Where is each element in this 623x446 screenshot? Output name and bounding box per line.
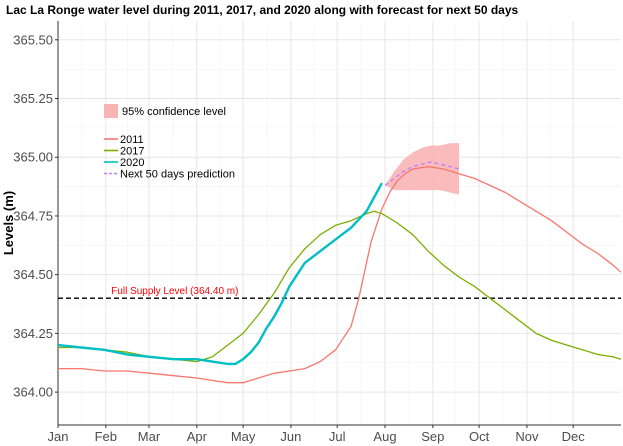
x-tick-label: Aug [373, 429, 396, 444]
chart-title: Lac La Ronge water level during 2011, 20… [6, 3, 519, 17]
x-tick-label: May [231, 429, 256, 444]
y-tick-label: 364.00 [13, 385, 53, 400]
x-tick-label: Feb [95, 429, 117, 444]
legend-label-2017: 2017 [120, 146, 144, 158]
y-tick-label: 365.00 [13, 150, 53, 165]
legend-key-confidence [104, 104, 118, 118]
y-tick-label: 364.50 [13, 267, 53, 282]
x-tick-label: Dec [562, 429, 586, 444]
legend-label-2020: 2020 [120, 157, 144, 169]
legend-label-next-50-days-prediction: Next 50 days prediction [120, 169, 235, 181]
x-tick-label: Jul [329, 429, 346, 444]
confidence-band [385, 143, 459, 195]
series-line-next-50-days-prediction [384, 161, 460, 186]
y-tick-label: 365.25 [13, 91, 53, 106]
x-tick-label: Sep [421, 429, 444, 444]
y-tick-label: 365.50 [13, 32, 53, 47]
x-tick-label: Oct [469, 429, 490, 444]
x-tick-label: Nov [515, 429, 539, 444]
series-line-2020 [57, 182, 383, 366]
x-tick-label: Jun [280, 429, 301, 444]
full-supply-level-label: Full Supply Level (364.40 m) [111, 286, 238, 297]
plot-panel [58, 21, 621, 425]
y-tick-label: 364.25 [13, 326, 53, 341]
legend-label-confidence: 95% confidence level [122, 106, 226, 118]
y-axis-label: Levels (m) [1, 191, 16, 255]
legend-label-2011: 2011 [120, 134, 144, 146]
x-tick-label: Jan [48, 429, 69, 444]
x-tick-label: Mar [138, 429, 161, 444]
x-tick-label: Apr [187, 429, 208, 444]
series-line-2017 [58, 210, 622, 363]
y-tick-label: 364.75 [13, 208, 53, 223]
series-line-2011 [58, 165, 622, 384]
